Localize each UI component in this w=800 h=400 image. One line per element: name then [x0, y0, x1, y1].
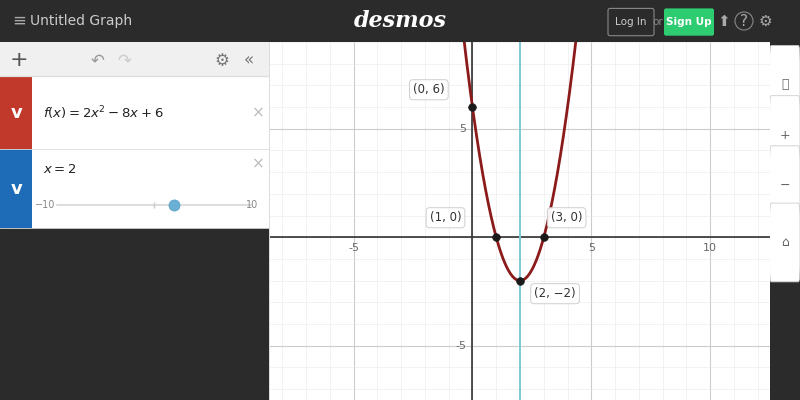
FancyBboxPatch shape	[664, 8, 714, 36]
Bar	[33, 150, 270, 228]
Bar	[0, 76, 33, 150]
Text: ≡: ≡	[12, 12, 26, 30]
FancyBboxPatch shape	[770, 96, 800, 174]
Text: or: or	[653, 17, 663, 27]
Text: ⬆: ⬆	[718, 14, 730, 28]
Text: (1, 0): (1, 0)	[430, 211, 462, 224]
FancyBboxPatch shape	[770, 203, 800, 282]
FancyBboxPatch shape	[770, 146, 800, 224]
Text: ↶: ↶	[90, 52, 104, 70]
Text: Untitled Graph: Untitled Graph	[30, 14, 132, 28]
Text: 10: 10	[246, 200, 258, 210]
Text: 🔧: 🔧	[781, 78, 789, 92]
Text: ×: ×	[252, 156, 265, 171]
Text: ?: ?	[740, 14, 748, 28]
Text: (3, 0): (3, 0)	[551, 211, 582, 224]
Bar	[0, 150, 33, 228]
Bar	[0, 42, 270, 76]
Text: ×: ×	[252, 105, 265, 120]
Text: +: +	[10, 50, 28, 70]
Text: +: +	[779, 128, 790, 142]
Text: -5: -5	[455, 341, 466, 351]
Text: Sign Up: Sign Up	[666, 17, 712, 27]
Text: v: v	[10, 104, 22, 122]
Text: 5: 5	[588, 243, 595, 253]
Text: −: −	[779, 179, 790, 192]
Text: $x = 2$: $x = 2$	[43, 162, 77, 176]
FancyBboxPatch shape	[770, 46, 800, 124]
Bar	[33, 76, 270, 150]
Text: 10: 10	[703, 243, 717, 253]
Text: ↷: ↷	[118, 52, 131, 70]
Text: $f(x) = 2x^2 - 8x + 6$: $f(x) = 2x^2 - 8x + 6$	[43, 104, 164, 122]
Text: 5: 5	[459, 124, 466, 134]
Text: (0, 6): (0, 6)	[413, 83, 445, 96]
Text: Log In: Log In	[615, 17, 646, 27]
Text: ⌂: ⌂	[781, 236, 789, 249]
Text: −10: −10	[35, 200, 55, 210]
Text: ⚙: ⚙	[214, 52, 229, 70]
Text: v: v	[10, 180, 22, 198]
Text: desmos: desmos	[354, 10, 446, 32]
Text: «: «	[244, 52, 254, 70]
Text: ⚙: ⚙	[758, 14, 772, 28]
Text: (2, −2): (2, −2)	[534, 287, 576, 300]
Bar	[269, 42, 270, 400]
Text: -5: -5	[348, 243, 359, 253]
